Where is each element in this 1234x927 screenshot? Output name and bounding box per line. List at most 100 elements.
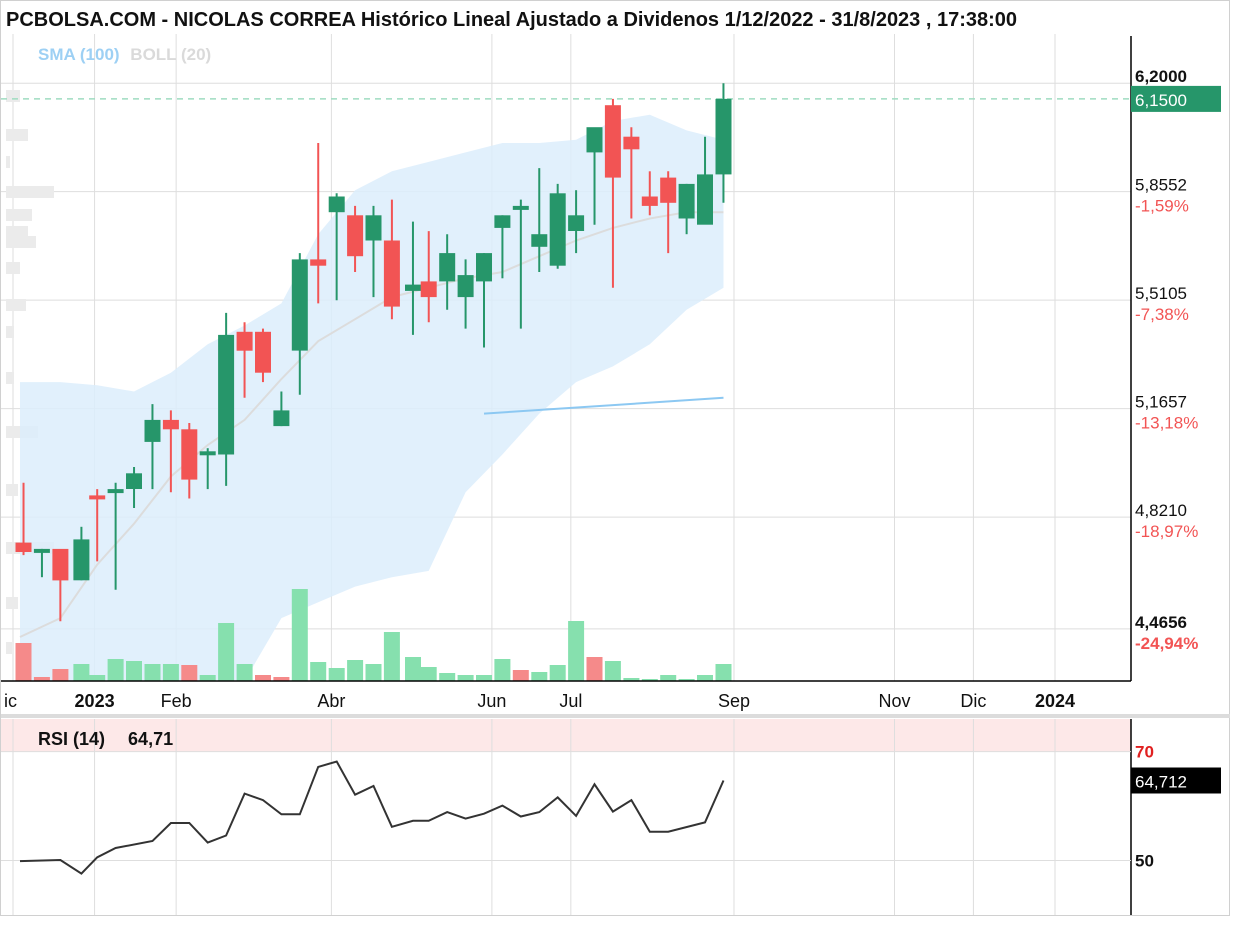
profile-bar-1 <box>6 129 28 141</box>
volume-bar-12 <box>236 664 253 681</box>
price-tick-label-3: 5,1657 <box>1135 393 1187 412</box>
candle-body-26 <box>494 215 511 228</box>
candle-body-32 <box>604 105 621 178</box>
volume-bar-26 <box>494 659 511 681</box>
volume-bar-14 <box>273 677 290 681</box>
time-tick-label-6: Sep <box>718 691 750 711</box>
volume-bar-20 <box>383 632 400 681</box>
bollinger-bands <box>19 114 724 681</box>
candle-body-25 <box>476 253 492 282</box>
rsi-last-value-tag <box>1131 767 1221 794</box>
volume-bar-6 <box>126 661 142 681</box>
time-tick-label-8: Dic <box>960 691 986 711</box>
price-tick-label-1: 5,8552 <box>1135 176 1187 195</box>
price-tick-pct-5: -24,94% <box>1135 634 1198 653</box>
candle-body-13 <box>255 331 271 373</box>
candle-3 <box>73 526 90 581</box>
last-price-tag <box>1131 85 1221 112</box>
time-tick-label-4: Jun <box>477 691 506 711</box>
volume-bar-7 <box>144 664 161 681</box>
candle-32 <box>604 98 621 288</box>
chart-title: PCBOLSA.COM - NICOLAS CORREA Histórico L… <box>6 9 1017 31</box>
volume-bar-38 <box>715 664 732 681</box>
profile-bar-4 <box>6 209 32 221</box>
candle-body-31 <box>586 127 603 153</box>
candle-24 <box>457 259 474 329</box>
indicator-legend: SMA (100) BOLL (20) <box>38 45 211 64</box>
candle-30 <box>568 190 585 254</box>
volume-bar-19 <box>365 664 382 681</box>
volume-bar-4 <box>89 675 106 681</box>
price-tick-label-0: 6,2000 <box>1135 67 1187 86</box>
candle-36 <box>678 183 695 235</box>
volume-bar-10 <box>199 675 216 681</box>
candle-2 <box>52 548 69 622</box>
rsi-overbought-band <box>1 719 1131 752</box>
candle-body-15 <box>291 259 308 351</box>
candle-37 <box>697 136 713 225</box>
price-axis: 6,2000 5,8552 -1,59% 5,5105 -7,38% 5,1657 -13,… <box>1131 67 1221 653</box>
volume-bar-35 <box>660 675 677 681</box>
time-tick-label-3: Abr <box>317 691 345 711</box>
price-tick-label-4: 4,8210 <box>1135 501 1187 520</box>
candle-body-5 <box>107 489 124 494</box>
volume-bar-29 <box>549 665 566 681</box>
time-tick-label-7: Nov <box>878 691 910 711</box>
volume-bar-34 <box>641 679 658 681</box>
volume-bar-3 <box>73 664 90 681</box>
candle-body-7 <box>144 419 161 442</box>
rsi-last-value-label: 64,712 <box>1135 773 1187 792</box>
profile-bar-5 <box>6 226 28 238</box>
candle-body-23 <box>439 253 456 282</box>
candle-13 <box>255 328 271 383</box>
candle-33 <box>623 127 640 219</box>
rsi-tick-label-1: 50 <box>1135 852 1154 871</box>
volume-bar-2 <box>52 669 69 681</box>
rsi-series <box>19 760 725 875</box>
candle-body-20 <box>383 240 400 307</box>
candle-15 <box>291 253 308 395</box>
candle-body-28 <box>531 234 548 247</box>
candle-body-21 <box>405 284 421 291</box>
volume-bar-18 <box>347 660 364 681</box>
candle-body-0 <box>15 542 32 552</box>
candle-28 <box>531 168 548 272</box>
candle-body-29 <box>549 193 566 266</box>
candle-body-38 <box>715 98 732 175</box>
candle-body-27 <box>512 205 529 210</box>
sma-100-line <box>483 396 724 415</box>
profile-bar-9 <box>6 326 14 338</box>
bollinger-middle-line <box>19 211 724 638</box>
volume-bars <box>15 589 732 681</box>
volume-bar-0 <box>15 643 32 681</box>
profile-bar-0 <box>6 90 20 102</box>
volume-bar-13 <box>255 675 271 681</box>
price-tick-pct-2: -7,38% <box>1135 305 1189 324</box>
candlesticks <box>15 83 732 622</box>
profile-bar-15 <box>6 642 12 654</box>
candle-body-19 <box>365 215 382 241</box>
bollinger-area <box>20 114 724 681</box>
rsi-line <box>19 760 725 875</box>
volume-bar-37 <box>697 675 713 681</box>
candle-body-16 <box>310 259 327 266</box>
profile-bar-6 <box>6 236 36 248</box>
volume-bar-27 <box>512 670 529 681</box>
volume-bar-1 <box>33 677 50 681</box>
candle-22 <box>420 231 437 323</box>
last-price-label: 6,1500 <box>1135 91 1187 110</box>
rsi-tick-label-0: 70 <box>1135 743 1154 762</box>
volume-bar-16 <box>310 662 327 681</box>
volume-bar-17 <box>328 668 345 681</box>
rsi-axis: 70 50 64,712 <box>1131 743 1221 871</box>
profile-bar-14 <box>6 597 18 609</box>
candle-10 <box>199 448 216 490</box>
candle-20 <box>383 199 400 320</box>
rsi-legend: RSI (14) 64,71 <box>38 729 173 749</box>
candle-body-4 <box>89 495 106 500</box>
candle-34 <box>641 171 658 216</box>
candle-31 <box>586 127 603 225</box>
time-tick-label-5: Jul <box>559 691 582 711</box>
candle-body-24 <box>457 275 474 298</box>
candle-body-22 <box>420 281 437 298</box>
